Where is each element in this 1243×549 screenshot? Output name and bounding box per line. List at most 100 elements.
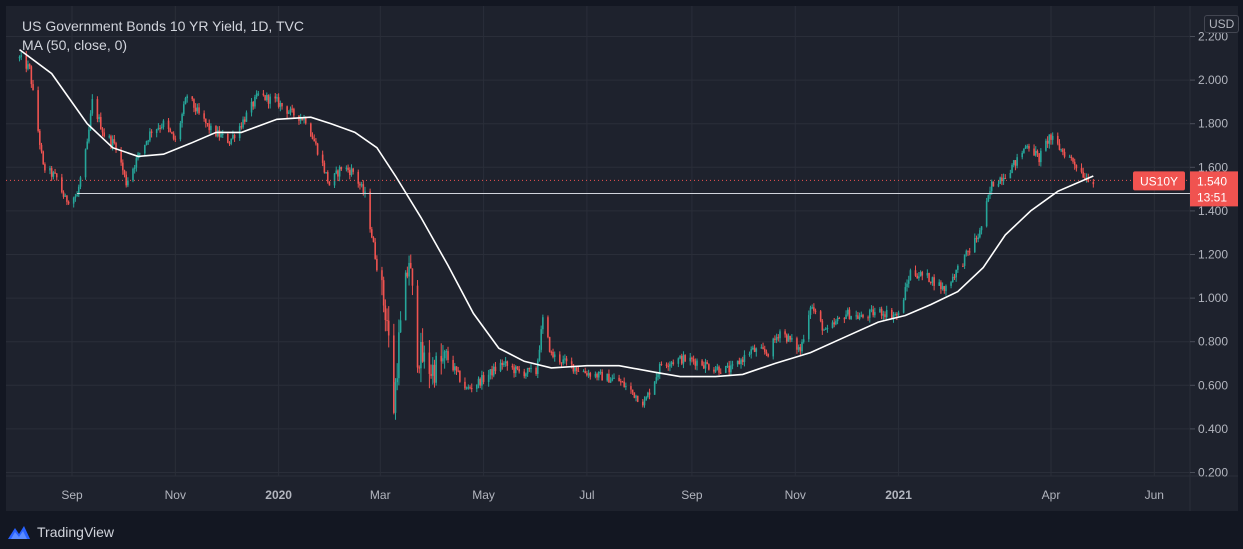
candle xyxy=(476,384,478,393)
candle xyxy=(459,370,461,383)
candle xyxy=(387,306,390,348)
candle xyxy=(384,299,387,332)
candle xyxy=(724,365,727,374)
candle xyxy=(167,118,170,133)
moving-average-line[interactable] xyxy=(19,48,1094,378)
candle xyxy=(364,186,366,198)
candle xyxy=(132,167,134,183)
candle xyxy=(608,369,610,383)
candle xyxy=(1060,148,1062,153)
candle xyxy=(155,128,158,138)
candle xyxy=(857,312,859,320)
candle xyxy=(206,122,209,127)
candle xyxy=(741,356,744,366)
last-price-label: US10Y 1.540 13:51 xyxy=(1133,171,1238,207)
candle xyxy=(813,303,815,314)
candle xyxy=(193,98,195,113)
candle xyxy=(572,364,575,374)
candle xyxy=(692,355,695,365)
candle xyxy=(867,315,869,321)
candle xyxy=(682,351,685,369)
candle xyxy=(992,181,995,187)
candle xyxy=(799,343,802,356)
candle xyxy=(481,370,483,390)
footer[interactable]: TradingView xyxy=(6,519,114,545)
candle xyxy=(779,329,781,343)
candle xyxy=(1063,148,1066,159)
candle xyxy=(257,90,260,97)
candle xyxy=(630,382,632,394)
candle xyxy=(516,366,519,371)
candle xyxy=(955,269,957,282)
y-tick-label: 0.200 xyxy=(1198,466,1228,480)
candle xyxy=(123,169,126,178)
candle xyxy=(752,345,754,351)
candle xyxy=(538,345,541,362)
candle xyxy=(149,128,151,143)
time-axis[interactable]: Sep Nov 2020 Mar May Jul Sep Nov 2021 Apr Jun xyxy=(61,488,1164,502)
candle xyxy=(55,173,58,181)
candle xyxy=(506,360,509,371)
candle xyxy=(862,313,864,319)
candle xyxy=(951,273,954,283)
y-tick-label: 2.200 xyxy=(1198,30,1228,44)
candle xyxy=(762,342,764,350)
brand-name[interactable]: TradingView xyxy=(37,524,115,540)
candle xyxy=(274,93,277,103)
price-chart[interactable]: 2.200 2.000 1.800 1.600 1.400 1.200 1.000 0.800… xyxy=(6,6,1238,511)
candle xyxy=(833,317,835,328)
candle xyxy=(838,316,841,320)
candle xyxy=(113,135,116,145)
candle xyxy=(52,170,55,180)
candle xyxy=(1002,173,1005,185)
y-tick-label: 1.200 xyxy=(1198,248,1228,262)
candle xyxy=(172,131,175,141)
candle xyxy=(455,366,458,375)
candle xyxy=(962,263,964,268)
candle xyxy=(108,134,111,139)
candle xyxy=(836,315,839,325)
candle xyxy=(61,173,63,194)
candle xyxy=(892,311,895,323)
candle xyxy=(528,367,531,372)
candle xyxy=(470,383,473,393)
candle xyxy=(1040,148,1042,167)
candle xyxy=(731,360,734,370)
candle xyxy=(904,282,907,301)
candle xyxy=(855,310,858,320)
candle xyxy=(896,312,898,321)
tradingview-logo-icon xyxy=(8,526,30,539)
price-axis[interactable]: 2.200 2.000 1.800 1.600 1.400 1.200 1.000 0.800… xyxy=(1190,30,1228,480)
candle xyxy=(784,329,786,338)
candle xyxy=(885,305,888,320)
currency-button[interactable]: USD xyxy=(1204,15,1240,33)
candle xyxy=(1058,139,1061,151)
ma-legend[interactable]: MA (50, close, 0) xyxy=(22,37,128,53)
candle xyxy=(980,226,983,235)
candle xyxy=(374,238,376,260)
candle xyxy=(635,394,637,402)
candle xyxy=(985,197,988,228)
candle xyxy=(789,335,791,343)
candle xyxy=(797,344,800,353)
candle xyxy=(708,363,710,371)
candle xyxy=(926,269,929,279)
candle xyxy=(550,350,553,356)
candle xyxy=(702,361,705,370)
candle xyxy=(740,358,742,369)
candle xyxy=(918,272,920,281)
candle xyxy=(381,266,383,296)
last-price-value: 1.540 xyxy=(1197,174,1227,188)
candle xyxy=(868,308,871,323)
candle xyxy=(1023,148,1025,154)
candle xyxy=(870,305,873,313)
candle xyxy=(359,181,361,190)
candle xyxy=(416,280,419,373)
candle xyxy=(255,90,258,100)
candle xyxy=(457,366,459,373)
candle xyxy=(404,270,407,321)
candle xyxy=(159,125,161,133)
candle xyxy=(696,358,698,371)
chart-panel[interactable]: 2.200 2.000 1.800 1.600 1.400 1.200 1.000 0.800… xyxy=(6,6,1240,511)
candle xyxy=(1036,149,1039,158)
